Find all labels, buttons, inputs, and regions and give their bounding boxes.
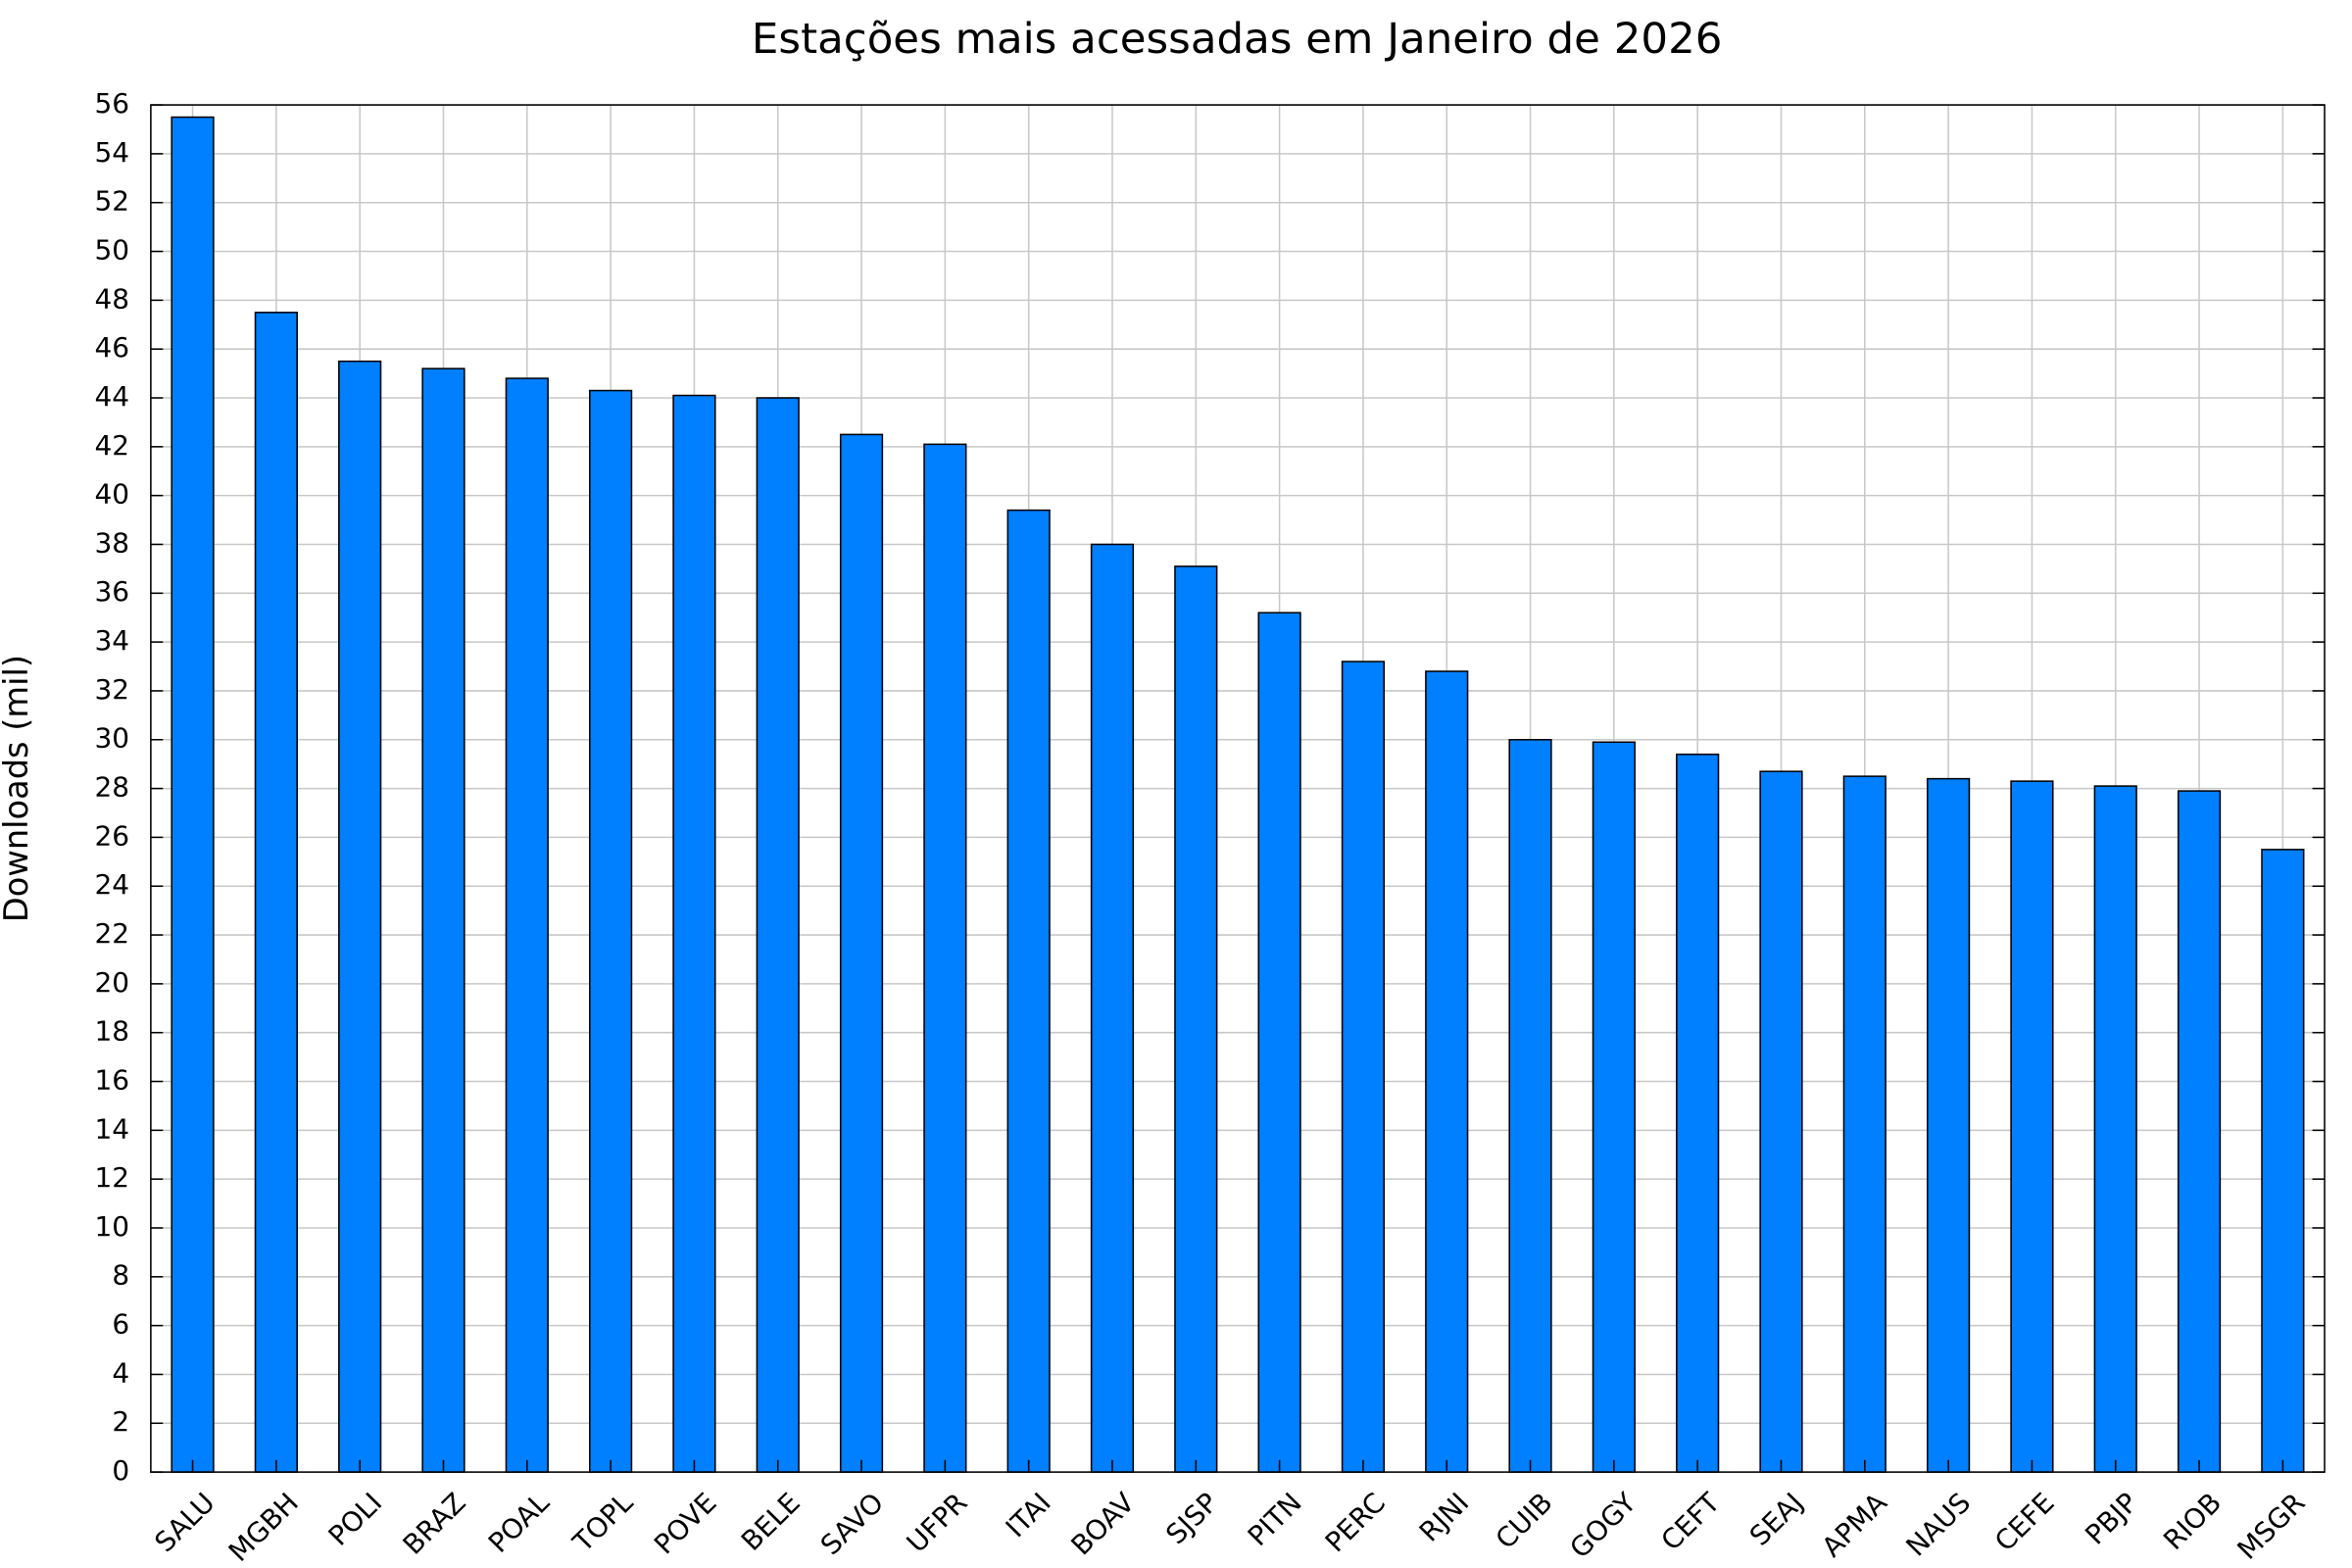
- y-tick-label: 14: [95, 1112, 130, 1145]
- bar: [589, 389, 633, 1473]
- bar: [1927, 777, 1971, 1473]
- y-tick-label: 2: [112, 1405, 129, 1438]
- y-tick-label: 56: [95, 87, 130, 120]
- bar: [756, 397, 800, 1473]
- y-tick-label: 6: [112, 1308, 129, 1341]
- y-tick-label: 44: [95, 380, 130, 413]
- chart-title: Estações mais acessadas em Janeiro de 20…: [752, 16, 1723, 65]
- bar: [2261, 849, 2305, 1473]
- bar: [1257, 612, 1301, 1473]
- y-tick-label: 4: [112, 1357, 129, 1390]
- y-tick-label: 12: [95, 1161, 130, 1194]
- y-tick-label: 52: [95, 185, 130, 218]
- y-tick-label: 22: [95, 917, 130, 950]
- bar: [1174, 565, 1218, 1473]
- bar: [254, 312, 298, 1473]
- y-tick-label: 26: [95, 820, 130, 853]
- y-tick-label: 28: [95, 771, 130, 804]
- y-tick-label: 46: [95, 331, 130, 364]
- bar: [338, 360, 382, 1473]
- bar: [839, 433, 884, 1473]
- bar: [1676, 753, 1720, 1473]
- y-tick-label: 36: [95, 575, 130, 608]
- bar: [2010, 780, 2054, 1473]
- y-tick-label: 48: [95, 283, 130, 316]
- y-tick-label: 30: [95, 722, 130, 755]
- y-tick-label: 0: [112, 1454, 129, 1487]
- y-tick-label: 16: [95, 1064, 130, 1097]
- y-tick-label: 24: [95, 868, 130, 901]
- y-tick-label: 8: [112, 1259, 129, 1292]
- bar: [1425, 670, 1469, 1473]
- bar: [171, 116, 215, 1473]
- y-tick-label: 40: [95, 478, 130, 511]
- plot-frame: [150, 104, 2326, 1473]
- bar: [2093, 785, 2137, 1473]
- bar: [672, 394, 716, 1473]
- y-tick-label: 32: [95, 673, 130, 706]
- y-tick-label: 54: [95, 136, 130, 169]
- y-tick-label: 38: [95, 527, 130, 560]
- bar: [1006, 509, 1051, 1473]
- bar: [2177, 790, 2222, 1473]
- y-tick-label: 42: [95, 429, 130, 462]
- y-tick-label: 50: [95, 234, 130, 267]
- y-tick-label: 10: [95, 1210, 130, 1243]
- y-axis-label: Downloads (mil): [0, 655, 35, 922]
- bar: [1341, 661, 1386, 1473]
- bar: [505, 377, 549, 1473]
- bar: [923, 443, 967, 1473]
- bar: [1759, 770, 1803, 1473]
- bar: [1592, 741, 1636, 1473]
- y-tick-label: 18: [95, 1015, 130, 1048]
- bar: [421, 368, 466, 1473]
- y-tick-label: 34: [95, 624, 130, 657]
- bar: [1090, 543, 1135, 1473]
- y-tick-label: 20: [95, 966, 130, 999]
- bar: [1508, 739, 1552, 1473]
- bar: [1842, 775, 1886, 1473]
